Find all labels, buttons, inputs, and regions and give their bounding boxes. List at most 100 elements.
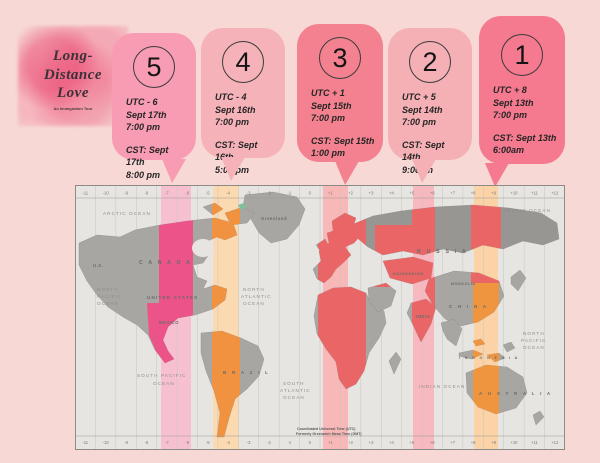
brand-title-line3: Love bbox=[57, 85, 89, 102]
cst-time-label: 8:00 pm bbox=[126, 169, 161, 180]
label-canada: C A N A D A bbox=[139, 260, 192, 266]
brand-logo: Long- Distance Love An Immigration Tour bbox=[18, 26, 128, 126]
label-north-pacific-3: OCEAN bbox=[97, 301, 119, 306]
callout-text: UTC - 4 Sept 16th 7:00 pm CST: Sept 16th… bbox=[201, 89, 285, 177]
svg-text:-7: -7 bbox=[165, 191, 169, 196]
callout-pointer bbox=[335, 161, 359, 185]
label-pacific-right-2: PACIFIC bbox=[521, 338, 546, 343]
svg-text:+7: +7 bbox=[450, 440, 455, 445]
label-south-pacific-2: OCEAN bbox=[153, 381, 175, 386]
svg-text:+8: +8 bbox=[471, 440, 476, 445]
cst-time-label: 9:00am bbox=[402, 164, 464, 177]
svg-text:+8: +8 bbox=[471, 191, 476, 196]
time-label: 7:00 pm bbox=[311, 113, 346, 124]
label-india: INDIA bbox=[416, 314, 430, 319]
svg-text:+1: +1 bbox=[328, 440, 333, 445]
map-labels: ARCTIC OCEAN ARCTIC OCEAN C A N A D A U.… bbox=[93, 208, 552, 436]
date-label: Sept 16th bbox=[215, 104, 256, 115]
svg-text:+9: +9 bbox=[491, 191, 496, 196]
hudson-bay bbox=[192, 239, 214, 257]
svg-text:+9: +9 bbox=[491, 440, 496, 445]
watercolor-splash bbox=[18, 26, 128, 126]
svg-text:-5: -5 bbox=[206, 191, 210, 196]
cst-date-label: CST: Sept 13th bbox=[493, 132, 557, 143]
time-label: 7:00 pm bbox=[402, 117, 437, 128]
map-border bbox=[75, 185, 565, 450]
brand-title-line2: Distance bbox=[43, 66, 103, 83]
label-north-atlantic-2: ATLANTIC bbox=[241, 294, 272, 299]
svg-text:0: 0 bbox=[309, 191, 312, 196]
cst-time-label: 5:00 pm bbox=[215, 164, 250, 175]
utc-offset-label: UTC + 1 bbox=[311, 88, 345, 98]
utc-offset-label: UTC - 6 bbox=[126, 97, 158, 107]
label-russia: R U S S I A bbox=[417, 249, 468, 255]
svg-text:+6: +6 bbox=[430, 440, 435, 445]
svg-text:-11: -11 bbox=[82, 191, 88, 196]
date-label: Sept 15th bbox=[311, 100, 352, 111]
label-south-atlantic-3: OCEAN bbox=[283, 395, 305, 400]
step-number-badge: 5 bbox=[133, 46, 175, 88]
svg-text:-4: -4 bbox=[226, 191, 230, 196]
label-mongolia: MONGOLIA bbox=[451, 282, 476, 286]
cst-time-label: 6:00am bbox=[493, 145, 525, 156]
time-label: 7:00 pm bbox=[493, 110, 528, 121]
callout-text: UTC + 1 Sept 15th 7:00 pm CST: Sept 15th… bbox=[297, 85, 383, 160]
label-pacific-right-1: NORTH bbox=[523, 331, 545, 336]
callout-pointer bbox=[485, 163, 509, 187]
date-label: Sept 14th bbox=[402, 104, 443, 115]
brand-title: Long- Distance Love An Immigration Tour bbox=[18, 26, 128, 126]
brand-title-line1: Long- bbox=[53, 47, 93, 64]
cst-time-label: 1:00 pm bbox=[311, 148, 346, 159]
svg-text:+12: +12 bbox=[551, 440, 559, 445]
step-number-badge: 2 bbox=[409, 41, 451, 83]
date-label: Sept 17th bbox=[126, 109, 167, 120]
label-north-pacific-1: NORTH bbox=[97, 287, 119, 292]
svg-text:-1: -1 bbox=[288, 191, 292, 196]
svg-text:+7: +7 bbox=[450, 191, 455, 196]
label-china: C H I N A bbox=[449, 304, 488, 309]
label-north-pacific-2: PACIFIC bbox=[97, 294, 122, 299]
svg-text:+6: +6 bbox=[430, 191, 435, 196]
timezone-map: ARCTIC OCEAN ARCTIC OCEAN C A N A D A U.… bbox=[74, 185, 566, 450]
svg-text:-3: -3 bbox=[247, 191, 251, 196]
svg-text:+2: +2 bbox=[348, 440, 353, 445]
svg-text:-3: -3 bbox=[247, 440, 251, 445]
label-south-atlantic-2: ATLANTIC bbox=[280, 388, 311, 393]
map-legend-line2: Formerly Greenwich Mean Time (GMT) bbox=[296, 432, 362, 436]
label-pacific-right-3: OCEAN bbox=[523, 345, 545, 350]
svg-text:+1: +1 bbox=[328, 191, 333, 196]
green-zone-patch bbox=[238, 203, 247, 210]
svg-text:-8: -8 bbox=[145, 440, 149, 445]
utc-offset-label: UTC + 8 bbox=[493, 85, 527, 95]
time-label: 7:00 pm bbox=[215, 117, 250, 128]
svg-text:-8: -8 bbox=[145, 191, 149, 196]
label-indonesia: I N D O N E S I A bbox=[459, 356, 519, 360]
svg-text:+2: +2 bbox=[348, 191, 353, 196]
svg-text:-7: -7 bbox=[165, 440, 169, 445]
date-label: Sept 13th bbox=[493, 97, 534, 108]
label-south-atlantic-1: SOUTH bbox=[283, 381, 305, 386]
label-brazil: B R A Z I L bbox=[223, 370, 270, 375]
timezone-map-svg: ARCTIC OCEAN ARCTIC OCEAN C A N A D A U.… bbox=[74, 185, 566, 450]
svg-text:+3: +3 bbox=[369, 440, 374, 445]
callout-step-4: 4 UTC - 4 Sept 16th 7:00 pm CST: Sept 16… bbox=[201, 28, 285, 181]
utc-offset-label: UTC + 5 bbox=[402, 92, 436, 102]
svg-text:+11: +11 bbox=[531, 440, 538, 445]
svg-text:-10: -10 bbox=[103, 440, 110, 445]
svg-text:+10: +10 bbox=[510, 440, 518, 445]
svg-text:-6: -6 bbox=[185, 191, 189, 196]
svg-text:-1: -1 bbox=[288, 440, 292, 445]
svg-text:-4: -4 bbox=[226, 440, 230, 445]
svg-text:-9: -9 bbox=[124, 440, 128, 445]
svg-text:+5: +5 bbox=[409, 440, 414, 445]
callout-step-5: 5 UTC - 6 Sept 17th 7:00 pm CST: Sept 17… bbox=[112, 33, 196, 183]
step-number-badge: 1 bbox=[501, 34, 543, 76]
label-north-atlantic-3: OCEAN bbox=[243, 301, 265, 306]
label-australia: A U S T R A L I A bbox=[479, 391, 552, 396]
svg-text:-11: -11 bbox=[82, 440, 88, 445]
brand-tagline: An Immigration Tour bbox=[53, 106, 93, 112]
utc-offset-label: UTC - 4 bbox=[215, 92, 247, 102]
cst-date-label: CST: Sept 15th bbox=[311, 135, 375, 146]
callout-text: UTC + 8 Sept 13th 7:00 pm CST: Sept 13th… bbox=[479, 82, 565, 157]
